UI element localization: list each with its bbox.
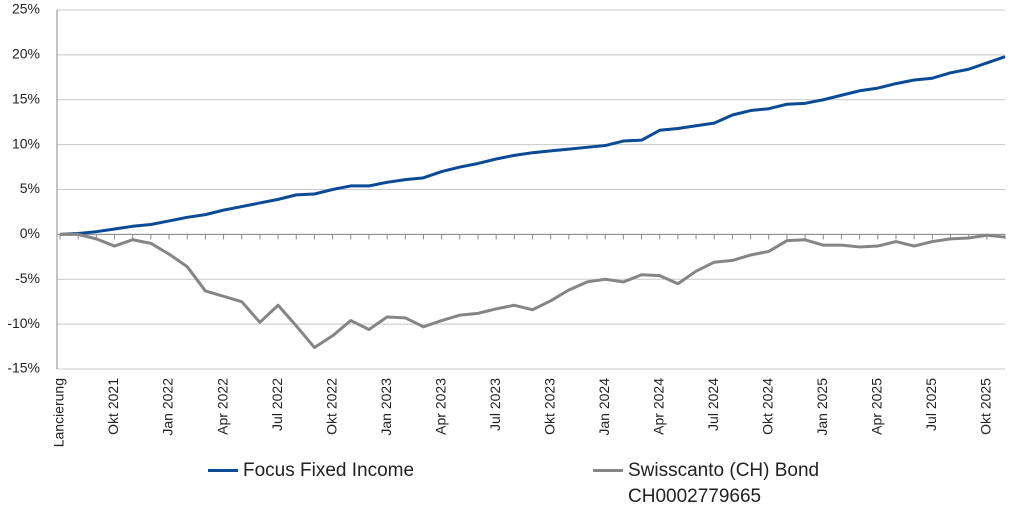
y-tick-label: 20%	[12, 46, 40, 62]
x-tick-label: Lancierung	[51, 378, 67, 447]
x-tick-label: Jan 2025	[814, 378, 830, 436]
x-tick-label: Jan 2023	[378, 378, 394, 436]
legend-label: Swisscanto (CH) Bond CH0002779665	[628, 460, 820, 507]
legend-swatch	[208, 469, 238, 472]
y-tick-label: 25%	[12, 1, 40, 17]
y-tick-label: 10%	[12, 135, 40, 151]
legend-item: Swisscanto (CH) Bond CH0002779665	[593, 458, 843, 510]
x-tick-label: Jul 2022	[269, 378, 285, 431]
x-tick-label: Jul 2023	[487, 378, 503, 431]
y-tick-label: 5%	[20, 180, 40, 196]
x-tick-label: Apr 2022	[214, 378, 230, 435]
x-tick-label: Apr 2024	[650, 378, 666, 435]
chart: -15% -10% -5% 0% 5% 10% 15% 20% 25% Lancierung Okt…	[7, 1, 1006, 447]
legend: Focus Fixed Income Swisscanto (CH) Bond C…	[0, 458, 1024, 523]
y-tick-label: -15%	[7, 360, 40, 376]
x-tick-label: Okt 2024	[759, 378, 775, 435]
x-tick-label: Jul 2025	[923, 378, 939, 431]
y-tick-label: 15%	[12, 90, 40, 106]
y-tick-label: 0%	[20, 225, 40, 241]
x-tick-label: Jul 2024	[705, 378, 721, 431]
x-tick-label: Apr 2025	[868, 378, 884, 435]
x-tick-label: Jan 2022	[160, 378, 176, 436]
x-tick-label: Jan 2024	[596, 378, 612, 436]
legend-label: Focus Fixed Income	[243, 460, 415, 481]
x-tick-label: Okt 2021	[105, 378, 121, 435]
x-tick-label: Okt 2025	[978, 378, 994, 435]
legend-item: Focus Fixed Income	[208, 458, 458, 484]
x-tick-label: Okt 2022	[323, 378, 339, 435]
y-tick-label: -10%	[7, 315, 40, 331]
legend-swatch	[593, 469, 623, 472]
x-tick-label: Okt 2023	[541, 378, 557, 435]
x-tick-label: Apr 2023	[432, 378, 448, 435]
series-line	[60, 232, 1006, 349]
series-line	[59, 55, 1006, 236]
y-tick-label: -5%	[15, 270, 40, 286]
